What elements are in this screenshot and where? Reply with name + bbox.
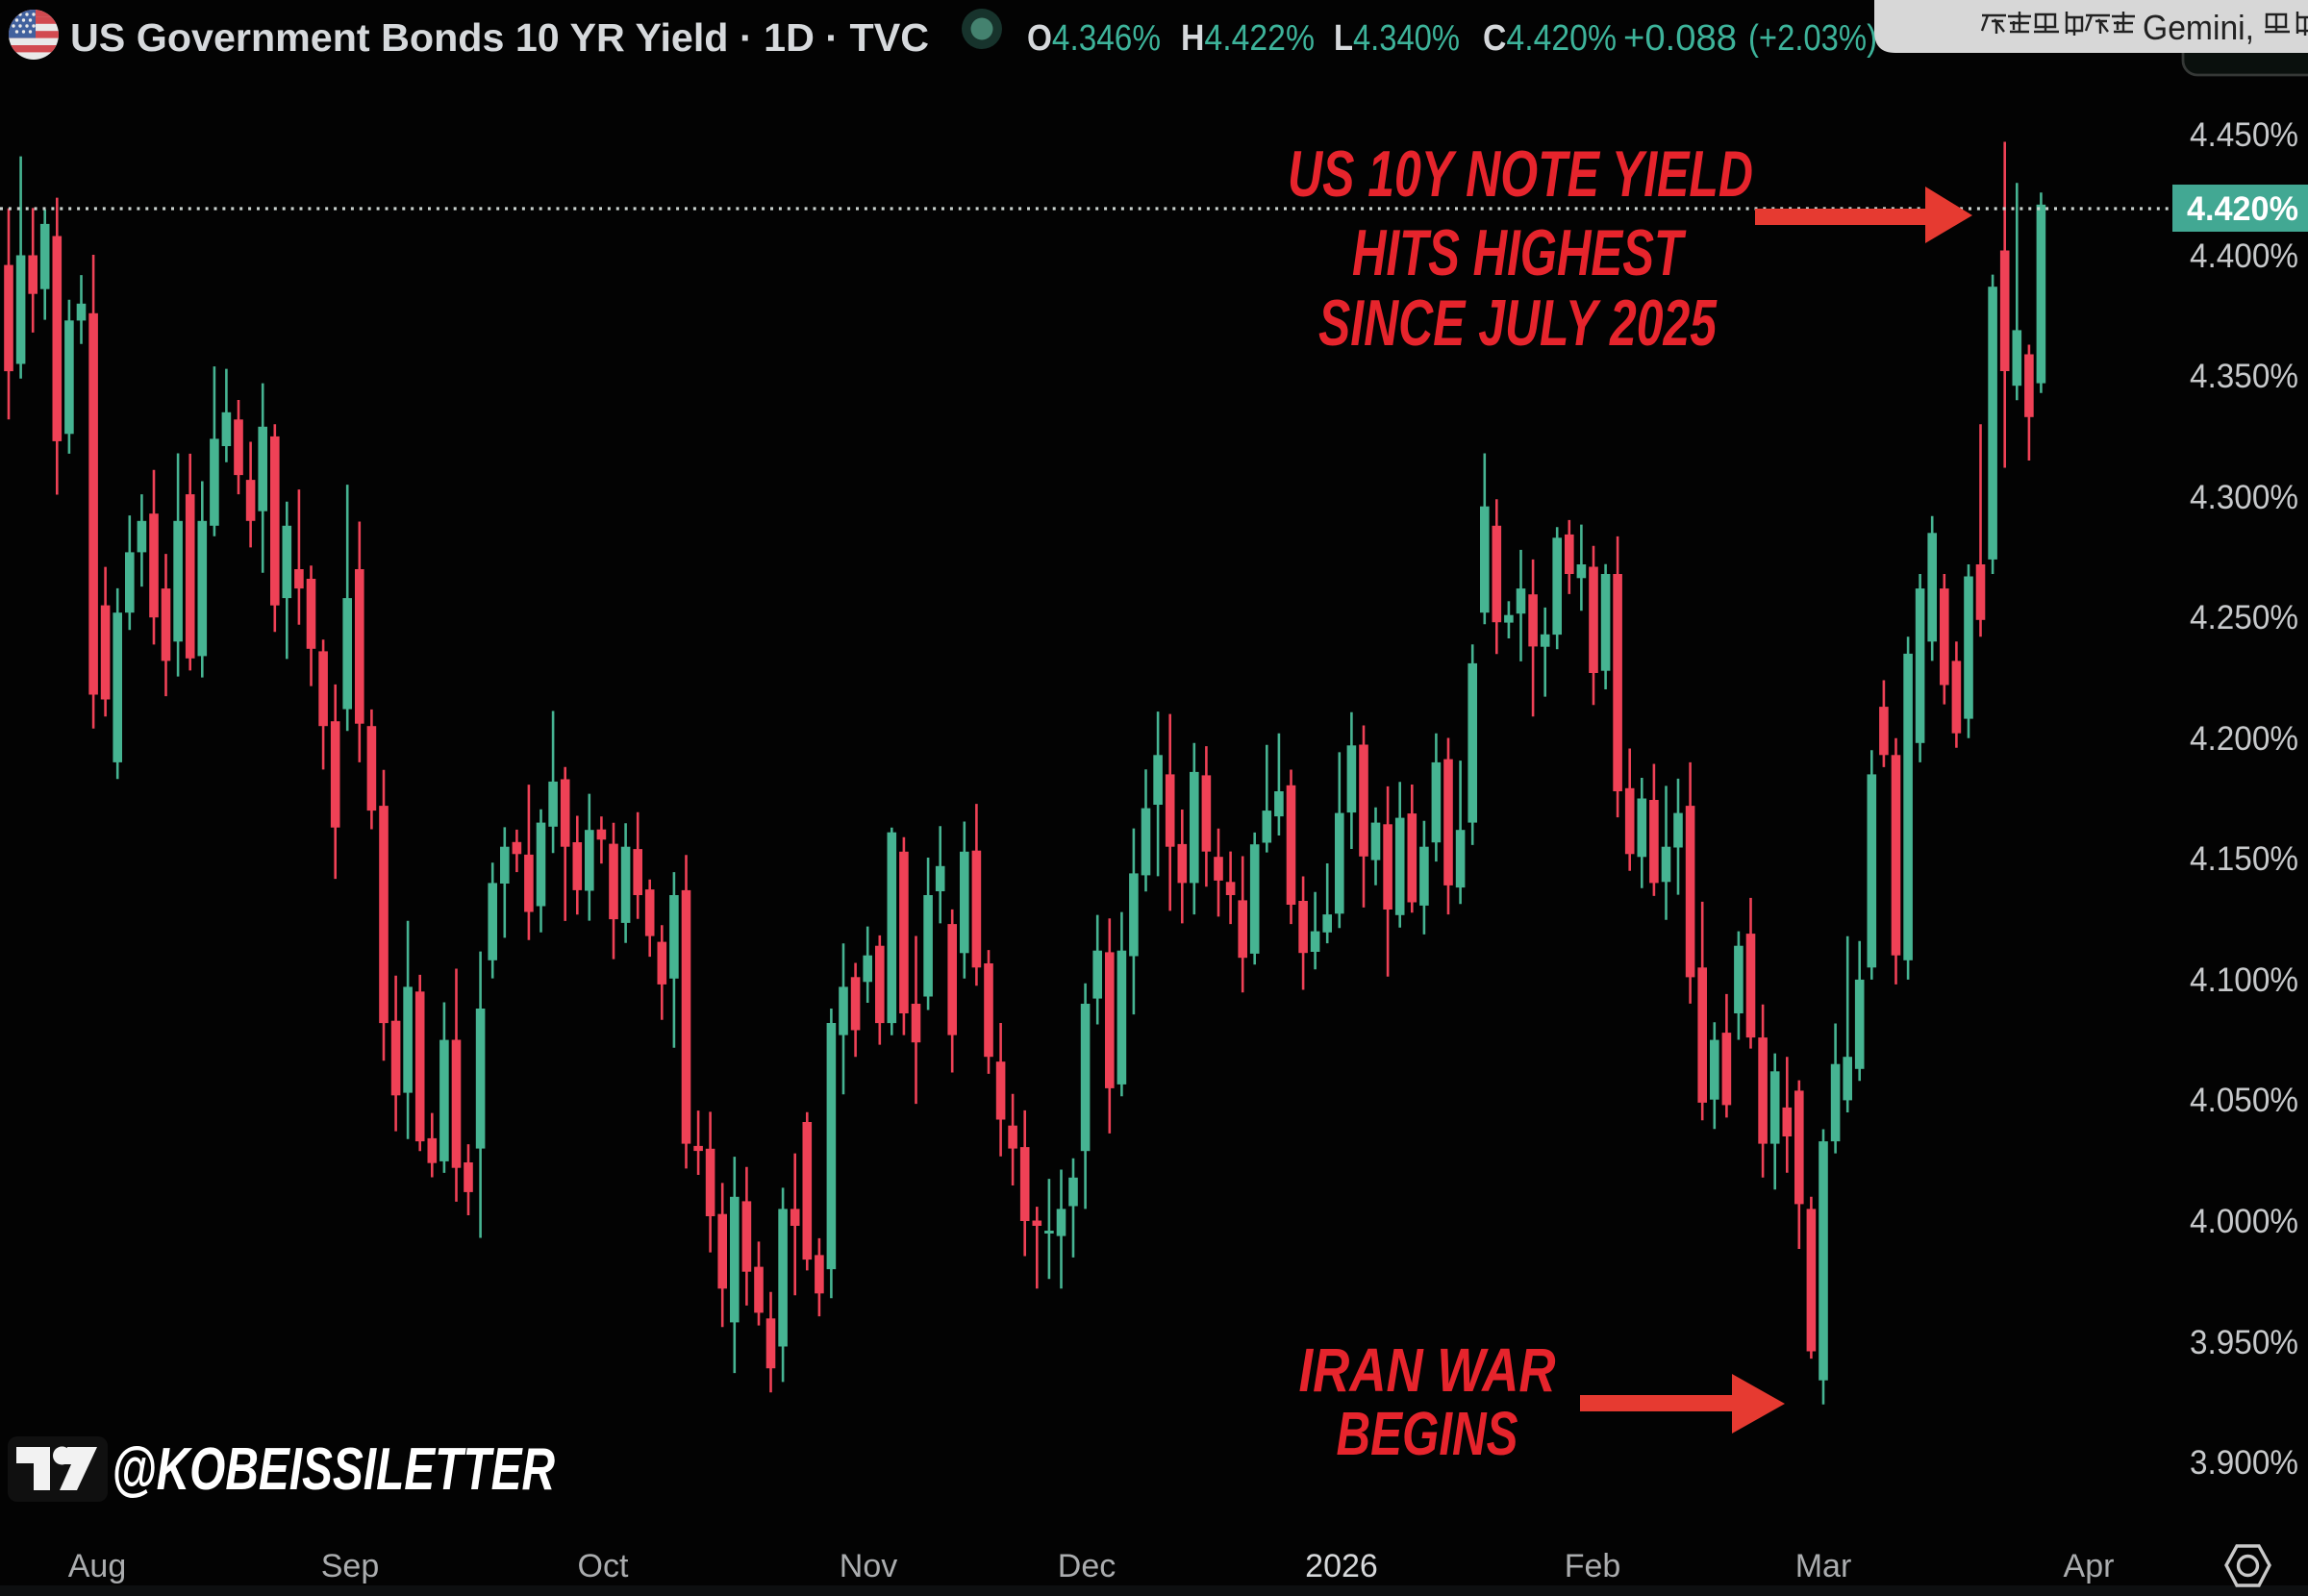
svg-text:4.150%: 4.150% xyxy=(2190,840,2298,878)
svg-text:HITS HIGHEST: HITS HIGHEST xyxy=(1352,216,1687,289)
svg-text:4.100%: 4.100% xyxy=(2190,961,2298,999)
svg-text:4.000%: 4.000% xyxy=(2190,1203,2298,1240)
svg-text:US 10Y NOTE YIELD: US 10Y NOTE YIELD xyxy=(1288,137,1753,211)
svg-text:4.250%: 4.250% xyxy=(2190,599,2298,636)
svg-text:Nov: Nov xyxy=(840,1548,897,1584)
svg-text:US Government Bonds 10 YR Yiel: US Government Bonds 10 YR Yield · 1D · T… xyxy=(70,15,929,60)
svg-text:4.420%: 4.420% xyxy=(2187,190,2298,228)
svg-text:Sep: Sep xyxy=(321,1548,380,1584)
svg-text:L4.340%: L4.340% xyxy=(1334,18,1460,59)
svg-text:Aug: Aug xyxy=(68,1548,127,1584)
svg-text:3.900%: 3.900% xyxy=(2190,1444,2298,1482)
svg-text:4.300%: 4.300% xyxy=(2190,479,2298,516)
svg-text:H4.422%: H4.422% xyxy=(1181,18,1315,59)
svg-text:4.350%: 4.350% xyxy=(2190,358,2298,395)
svg-text:4.200%: 4.200% xyxy=(2190,720,2298,758)
svg-text:Gemini,: Gemini, xyxy=(2143,8,2254,47)
svg-text:C4.420%: C4.420% xyxy=(1483,18,1617,59)
svg-text:Mar: Mar xyxy=(1795,1548,1852,1584)
svg-text:2026: 2026 xyxy=(1305,1548,1378,1584)
svg-text:+0.088: +0.088 xyxy=(1623,18,1737,59)
svg-text:4.450%: 4.450% xyxy=(2190,116,2298,154)
svg-text:BEGINS: BEGINS xyxy=(1337,1399,1518,1468)
svg-text:Feb: Feb xyxy=(1565,1548,1621,1584)
svg-text:IRAN WAR: IRAN WAR xyxy=(1299,1335,1556,1405)
svg-text:3.950%: 3.950% xyxy=(2190,1324,2298,1361)
svg-text:4.050%: 4.050% xyxy=(2190,1082,2298,1119)
svg-text:(+2.03%): (+2.03%) xyxy=(1748,18,1877,59)
svg-text:4.400%: 4.400% xyxy=(2190,237,2298,275)
svg-text:Dec: Dec xyxy=(1058,1548,1116,1584)
svg-text:Oct: Oct xyxy=(578,1548,629,1584)
svg-text:@KOBEISSILETTER: @KOBEISSILETTER xyxy=(112,1436,555,1503)
svg-text:Apr: Apr xyxy=(2064,1548,2115,1584)
svg-text:O4.346%: O4.346% xyxy=(1027,18,1161,59)
svg-text:SINCE JULY 2025: SINCE JULY 2025 xyxy=(1318,287,1718,360)
